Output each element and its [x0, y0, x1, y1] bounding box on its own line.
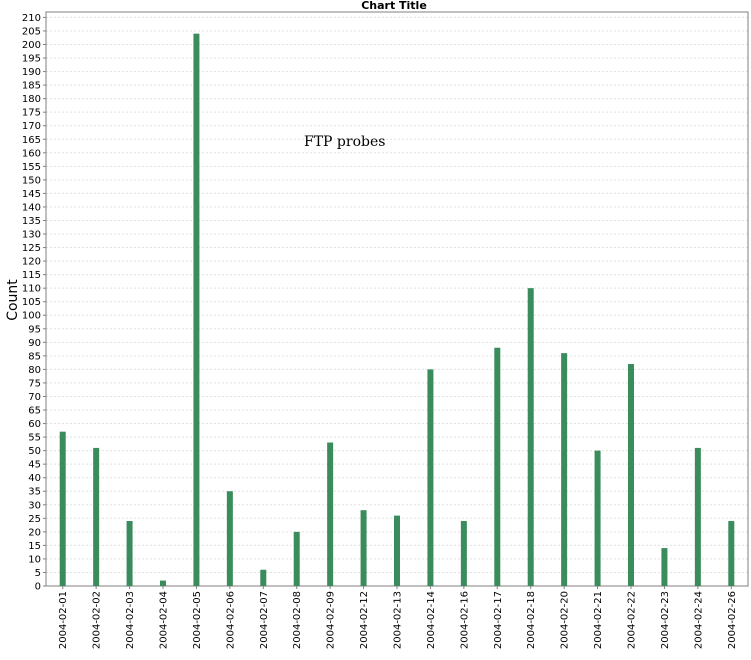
y-tick-label: 85: [28, 351, 41, 362]
bar-2004-02-07: [260, 569, 267, 586]
x-tick-label: 2004-02-21: [593, 591, 604, 649]
bar-2004-02-14: [427, 369, 434, 586]
bar-2004-02-09: [327, 442, 334, 586]
y-tick-label: 95: [28, 324, 41, 335]
bar-2004-02-22: [628, 363, 634, 586]
bars: [59, 33, 735, 586]
x-tick-label: 2004-02-02: [92, 591, 103, 649]
bar-2004-02-24: [694, 447, 701, 586]
x-tick-label: 2004-02-13: [393, 591, 404, 649]
y-tick-label: 105: [22, 297, 41, 308]
x-tick-label: 2004-02-03: [125, 591, 136, 649]
bar-2004-02-13: [394, 515, 400, 586]
x-tick-label: 2004-02-17: [493, 591, 504, 649]
y-tick-label: 145: [22, 189, 41, 200]
y-tick-label: 55: [28, 433, 41, 444]
y-tick-label: 115: [22, 270, 41, 281]
x-tick-label: 2004-02-14: [426, 591, 437, 649]
y-tick-label: 20: [28, 527, 41, 538]
y-tick-label: 125: [22, 243, 41, 254]
y-tick-label: 25: [28, 514, 41, 525]
x-tick-label: 2004-02-08: [292, 591, 303, 649]
y-tick-label: 180: [22, 94, 41, 105]
y-tick-label: 10: [28, 554, 41, 565]
y-tick-label: 110: [22, 284, 41, 295]
y-tick-label: 160: [22, 148, 41, 159]
y-tick-label: 90: [28, 338, 41, 349]
x-tick-label: 2004-02-18: [526, 591, 537, 649]
y-tick-label: 70: [28, 392, 41, 403]
bar-2004-02-26: [728, 521, 735, 586]
y-tick-label: 30: [28, 500, 41, 511]
y-tick-label: 100: [22, 311, 41, 322]
x-tick-label: 2004-02-04: [159, 591, 170, 649]
y-tick-label: 50: [28, 446, 41, 457]
x-tick-label: 2004-02-20: [560, 591, 571, 649]
chart-annotation: FTP probes: [304, 134, 385, 150]
y-tick-label: 195: [22, 54, 41, 65]
y-tick-label: 120: [22, 257, 41, 268]
x-axis-ticks: 2004-02-01 2004-02-02 2004-02-03 2004-02-04…: [58, 586, 738, 649]
chart-title: Chart Title: [361, 0, 427, 12]
y-tick-label: 45: [28, 460, 41, 471]
x-tick-label: 2004-02-26: [727, 591, 738, 649]
bar-2004-02-05: [193, 33, 200, 586]
bar-2004-02-20: [561, 353, 568, 586]
x-tick-label: 2004-02-01: [58, 591, 69, 649]
y-tick-label: 5: [35, 568, 41, 579]
x-tick-label: 2004-02-22: [627, 591, 638, 649]
y-tick-label: 165: [22, 135, 41, 146]
y-tick-label: 170: [22, 121, 41, 132]
y-axis-ticks: 0 5 10 15 20 25 30 35 40 45 50 55 60 65 70 75 80 85 90 95 10…: [22, 13, 46, 593]
x-tick-label: 2004-02-06: [225, 591, 236, 649]
x-tick-label: 2004-02-09: [326, 591, 337, 649]
bar-2004-02-03: [126, 521, 133, 586]
x-tick-label: 2004-02-07: [259, 591, 270, 649]
y-tick-label: 155: [22, 162, 41, 173]
bar-2004-02-12: [360, 510, 367, 586]
y-tick-label: 35: [28, 487, 41, 498]
y-tick-label: 75: [28, 378, 41, 389]
bar-2004-02-06: [226, 491, 233, 586]
bar-2004-02-17: [494, 347, 501, 586]
bar-2004-02-01: [59, 431, 66, 586]
y-tick-label: 190: [22, 67, 41, 78]
x-tick-label: 2004-02-05: [192, 591, 203, 649]
y-tick-label: 135: [22, 216, 41, 227]
bar-2004-02-08: [293, 531, 300, 586]
bar-2004-02-04: [160, 580, 166, 586]
y-tick-label: 60: [28, 419, 41, 430]
x-tick-label: 2004-02-16: [459, 591, 470, 649]
bar-2004-02-16: [460, 521, 467, 586]
y-tick-label: 205: [22, 26, 41, 37]
y-tick-label: 200: [22, 40, 41, 51]
y-tick-label: 185: [22, 81, 41, 92]
y-tick-label: 210: [22, 13, 41, 24]
bar-2004-02-02: [93, 447, 100, 586]
gridlines: [46, 16, 748, 573]
y-tick-label: 40: [28, 473, 41, 484]
y-tick-label: 130: [22, 230, 41, 241]
y-tick-label: 65: [28, 406, 41, 417]
bar-2004-02-18: [527, 288, 534, 586]
y-tick-label: 15: [28, 541, 41, 552]
x-tick-label: 2004-02-12: [359, 591, 370, 649]
bar-2004-02-21: [594, 450, 601, 586]
y-axis-label: Count: [5, 279, 21, 321]
y-tick-label: 0: [35, 582, 41, 593]
y-tick-label: 80: [28, 365, 41, 376]
y-tick-label: 150: [22, 175, 41, 186]
bar-2004-02-23: [661, 548, 668, 586]
plot-area: [45, 11, 749, 587]
x-tick-label: 2004-02-24: [693, 591, 704, 649]
y-tick-label: 140: [22, 202, 41, 213]
y-tick-label: 175: [22, 108, 41, 119]
x-tick-label: 2004-02-23: [660, 591, 671, 649]
